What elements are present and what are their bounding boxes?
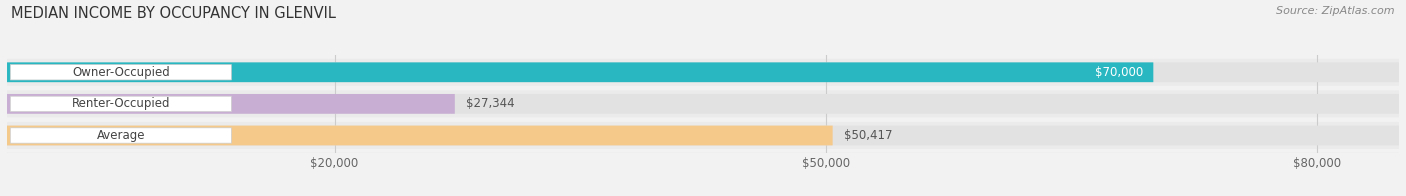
FancyBboxPatch shape [7,126,832,145]
Text: Owner-Occupied: Owner-Occupied [72,66,170,79]
Text: Average: Average [97,129,145,142]
FancyBboxPatch shape [7,122,1399,149]
Text: MEDIAN INCOME BY OCCUPANCY IN GLENVIL: MEDIAN INCOME BY OCCUPANCY IN GLENVIL [11,6,336,21]
Text: Renter-Occupied: Renter-Occupied [72,97,170,110]
Text: $27,344: $27,344 [467,97,515,110]
FancyBboxPatch shape [10,96,232,112]
FancyBboxPatch shape [7,62,1153,82]
FancyBboxPatch shape [7,90,1399,117]
FancyBboxPatch shape [7,94,1399,114]
FancyBboxPatch shape [7,59,1399,86]
Text: $70,000: $70,000 [1095,66,1143,79]
FancyBboxPatch shape [10,65,232,80]
FancyBboxPatch shape [7,126,1399,145]
FancyBboxPatch shape [7,94,454,114]
Text: $50,417: $50,417 [844,129,893,142]
Text: Source: ZipAtlas.com: Source: ZipAtlas.com [1277,6,1395,16]
FancyBboxPatch shape [10,128,232,143]
FancyBboxPatch shape [7,62,1399,82]
